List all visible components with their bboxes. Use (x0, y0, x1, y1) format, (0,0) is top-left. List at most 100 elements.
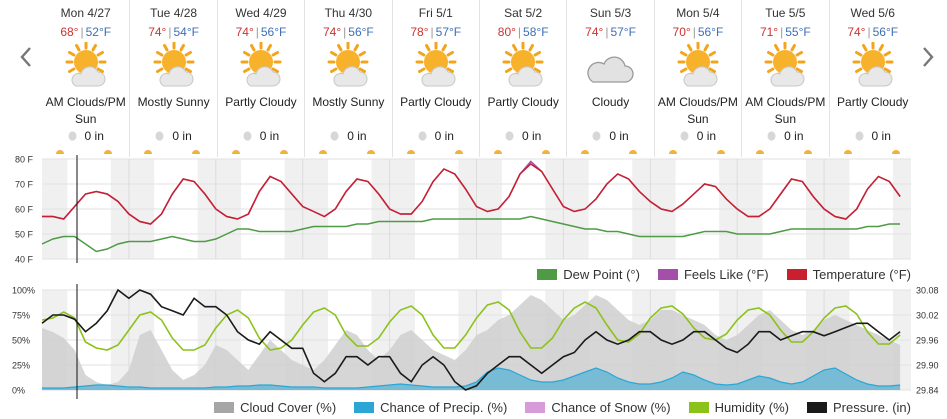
day-temps: 74° | 56°F (235, 25, 287, 39)
y-tick-label-right: 30.02 (916, 311, 939, 321)
precip-chance-area (42, 368, 901, 390)
precip-amount: 0 in (830, 129, 916, 143)
condition-text: AM Clouds/PM Sun (657, 95, 738, 126)
legend-item[interactable]: Temperature (°F) (786, 267, 911, 282)
forecast-days: Mon 4/27 68° | 52°F AM Clouds/PM Sun 0 in … (42, 0, 910, 157)
sun-cloud-icon (237, 41, 285, 90)
sunrise-sunset-markers (843, 150, 900, 154)
day-temps: 78° | 57°F (410, 25, 462, 39)
day-card[interactable]: Tue 4/28 74° | 54°F Mostly Sunny 0 in (129, 0, 216, 157)
legend-label: Cloud Cover (%) (240, 399, 337, 415)
raindrop-icon (592, 129, 609, 143)
sun-cloud-icon (324, 41, 372, 90)
sun-cloud-icon (761, 41, 809, 90)
day-name: Wed 5/6 (850, 6, 895, 20)
legend-label: Dew Point (°) (563, 266, 640, 282)
legend-swatch (525, 401, 546, 413)
sunrise-sunset-markers (406, 150, 463, 154)
conditions-legend: Cloud Cover (%) Chance of Precip. (%) Chan… (196, 399, 911, 415)
day-name: Sat 5/2 (504, 6, 543, 20)
legend-swatch (688, 401, 709, 413)
cloud-cover-area (42, 295, 901, 390)
legend-item[interactable]: Chance of Precip. (%) (354, 400, 507, 415)
precip-amount: 0 in (218, 129, 304, 143)
day-name: Sun 5/3 (589, 6, 632, 20)
day-card[interactable]: Tue 5/5 71° | 55°F AM Clouds/PM Sun 0 in (741, 0, 828, 157)
condition-text: Partly Cloudy (225, 95, 297, 109)
condition-text: Mostly Sunny (137, 95, 210, 109)
legend-item[interactable]: Cloud Cover (%) (214, 400, 336, 415)
day-name: Thu 4/30 (324, 6, 373, 20)
high-temp: 74° (235, 25, 254, 39)
low-temp: 52°F (85, 25, 112, 39)
day-temps: 74° | 57°F (585, 25, 636, 39)
y-tick-label-left: 50% (12, 336, 30, 346)
raindrop-icon (680, 129, 697, 143)
precip-amount: 0 in (567, 129, 653, 143)
day-name: Wed 4/29 (235, 6, 287, 20)
legend-swatch (786, 268, 807, 280)
y-tick-label-left: 0% (12, 386, 25, 396)
day-card[interactable]: Mon 5/4 70° | 56°F AM Clouds/PM Sun 0 in (653, 0, 741, 157)
temperature-legend: Dew Point (°) Feels Like (°F) Temperature … (519, 266, 911, 282)
legend-item[interactable]: Feels Like (°F) (657, 267, 769, 282)
legend-swatch (354, 401, 375, 413)
condition-text: Partly Cloudy (400, 95, 472, 109)
prev-days-button[interactable] (16, 42, 36, 72)
condition-text: Partly Cloudy (837, 95, 909, 109)
high-temp: 74° (847, 25, 866, 39)
day-name: Tue 5/5 (765, 6, 806, 20)
series-line-temperature (42, 163, 901, 225)
raindrop-icon (418, 129, 435, 143)
day-name: Mon 5/4 (676, 6, 720, 20)
series-line-dew (41, 215, 901, 253)
precip-amount: 0 in (480, 129, 566, 143)
legend-item[interactable]: Humidity (%) (688, 400, 789, 415)
next-days-button[interactable] (918, 42, 938, 72)
day-card[interactable]: Fri 5/1 78° | 57°F Partly Cloudy 0 in (391, 0, 479, 157)
day-card[interactable]: Wed 5/6 74° | 56°F Partly Cloudy 0 in (828, 0, 916, 157)
day-temps: 70° | 56°F (672, 25, 724, 39)
high-temp: 74° (148, 25, 167, 39)
legend-item[interactable]: Dew Point (°) (537, 267, 640, 282)
cloud-icon (586, 42, 635, 90)
legend-label: Pressure. (in) (832, 399, 911, 415)
y-tick-label: 70 F (15, 180, 34, 190)
y-tick-label: 80 F (15, 155, 34, 165)
y-tick-label-left: 25% (12, 361, 30, 371)
raindrop-icon (855, 129, 872, 143)
low-temp: 54°F (173, 25, 199, 39)
legend-swatch (657, 268, 678, 280)
sun-cloud-icon (62, 41, 110, 90)
sunrise-sunset-markers (319, 150, 376, 154)
y-tick-label-left: 75% (12, 311, 30, 321)
precip-amount: 0 in (655, 129, 741, 143)
pressure-line (41, 288, 901, 391)
legend-swatch (806, 401, 827, 413)
low-temp: 56°F (260, 25, 287, 39)
sunrise-sunset-markers (493, 150, 550, 154)
sunrise-sunset-markers (144, 150, 201, 154)
y-tick-label-right: 29.96 (916, 336, 939, 346)
day-card[interactable]: Sun 5/3 74° | 57°F Cloudy 0 in (566, 0, 653, 157)
y-tick-label: 50 F (15, 230, 34, 240)
legend-swatch (214, 401, 235, 413)
legend-label: Chance of Precip. (%) (380, 399, 508, 415)
condition-text: AM Clouds/PM Sun (45, 95, 126, 126)
day-name: Tue 4/28 (150, 6, 198, 20)
sun-cloud-icon (674, 41, 722, 90)
day-card[interactable]: Thu 4/30 74° | 56°F Mostly Sunny 0 in (304, 0, 391, 157)
raindrop-icon (243, 129, 260, 143)
day-temps: 68° | 52°F (60, 25, 112, 39)
day-card[interactable]: Wed 4/29 74° | 56°F Partly Cloudy 0 in (216, 0, 304, 157)
day-card[interactable]: Sat 5/2 80° | 58°F Partly Cloudy 0 in (478, 0, 566, 157)
precip-amount: 0 in (130, 129, 216, 143)
precip-amount: 0 in (42, 129, 129, 143)
chevron-right-icon (923, 47, 934, 67)
legend-item[interactable]: Pressure. (in) (806, 399, 911, 415)
legend-item[interactable]: Chance of Snow (%) (525, 400, 671, 415)
raindrop-icon (505, 129, 522, 143)
condition-text: Partly Cloudy (487, 95, 559, 109)
day-temps: 74° | 56°F (322, 25, 374, 39)
day-card[interactable]: Mon 4/27 68° | 52°F AM Clouds/PM Sun 0 in (42, 0, 129, 157)
